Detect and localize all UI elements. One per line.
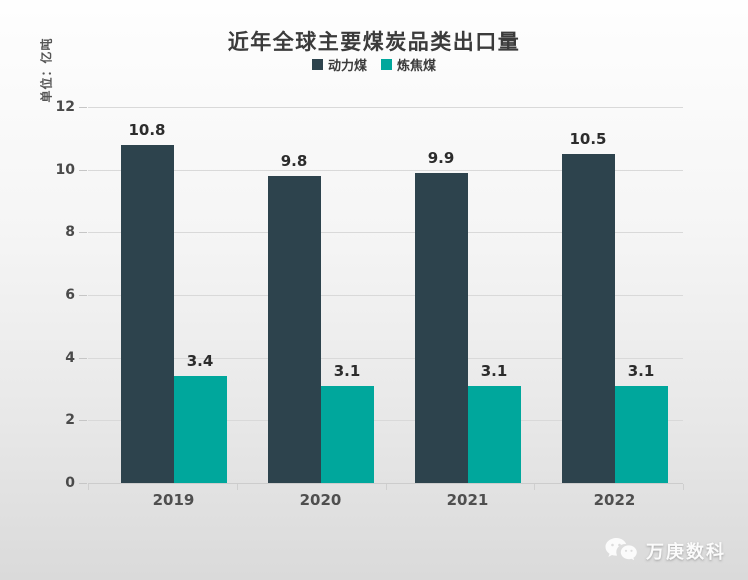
bar-value-label-2022-动力煤: 10.5 <box>569 130 607 148</box>
gridline-8 <box>88 232 683 234</box>
bar-2021-动力煤 <box>414 172 468 483</box>
y-axis-tick-6 <box>79 295 87 296</box>
bar-2020-炼焦煤 <box>320 385 374 483</box>
legend: 动力煤 炼焦煤 <box>0 55 748 74</box>
y-axis-tick-10 <box>79 169 87 171</box>
bar-2021-炼焦煤 <box>467 385 521 483</box>
gridline-0 <box>88 483 683 484</box>
gridline-2 <box>88 420 683 422</box>
x-axis-tick-4 <box>683 484 684 490</box>
y-axis-label-10: 10 <box>55 161 75 178</box>
bar-2020-动力煤 <box>267 175 321 483</box>
bar-2019-炼焦煤 <box>173 376 227 483</box>
legend-item-thermal-coal: 动力煤 <box>311 55 367 74</box>
legend-swatch-thermal-coal <box>311 59 323 70</box>
y-axis-tick-8 <box>79 232 87 234</box>
x-axis-label-2019: 2019 <box>152 491 195 509</box>
y-axis-label-0: 0 <box>65 475 75 491</box>
x-axis-label-2021: 2021 <box>446 491 489 509</box>
wechat-icon <box>605 538 637 561</box>
x-axis-label-2020: 2020 <box>299 491 342 509</box>
gridline-12 <box>88 107 683 108</box>
y-axis-tick-4 <box>79 357 87 359</box>
y-axis-label-6: 6 <box>65 287 75 303</box>
bar-value-label-2019-动力煤: 10.8 <box>128 120 166 139</box>
y-axis-tick-12 <box>79 107 87 108</box>
bar-value-label-2020-炼焦煤: 3.1 <box>333 361 361 380</box>
legend-label-coking-coal: 炼焦煤 <box>397 59 437 74</box>
legend-label-thermal-coal: 动力煤 <box>327 59 367 74</box>
y-axis-label-4: 4 <box>65 349 75 366</box>
y-axis-label-8: 8 <box>65 224 75 241</box>
y-axis-label-12: 12 <box>55 99 75 115</box>
gridline-4 <box>88 357 683 359</box>
gridline-6 <box>88 295 683 296</box>
x-axis-tick-1 <box>236 484 238 490</box>
x-axis-label-2022: 2022 <box>593 491 636 509</box>
y-axis-tick-0 <box>79 483 87 484</box>
x-axis-tick-0 <box>88 484 89 490</box>
bar-2022-动力煤 <box>561 154 615 483</box>
legend-swatch-coking-coal <box>381 59 392 70</box>
y-axis-label-2: 2 <box>65 412 75 429</box>
x-axis-tick-2 <box>385 484 387 490</box>
y-axis-tick-2 <box>79 420 87 422</box>
bar-value-label-2020-动力煤: 9.8 <box>280 151 308 170</box>
bar-2022-炼焦煤 <box>614 385 668 483</box>
bar-value-label-2019-炼焦煤: 3.4 <box>186 352 214 371</box>
bar-value-label-2021-炼焦煤: 3.1 <box>480 361 508 380</box>
watermark: 万庚数科 <box>604 537 726 564</box>
x-axis-tick-3 <box>534 484 536 490</box>
gridline-10 <box>88 169 683 171</box>
chart-title: 近年全球主要煤炭品类出口量 <box>227 30 521 54</box>
bar-value-label-2021-动力煤: 9.9 <box>427 148 455 167</box>
watermark-text: 万庚数科 <box>646 541 726 563</box>
bar-value-label-2022-炼焦煤: 3.1 <box>627 361 655 380</box>
legend-item-coking-coal: 炼焦煤 <box>381 55 436 74</box>
bar-2019-动力煤 <box>120 144 174 483</box>
